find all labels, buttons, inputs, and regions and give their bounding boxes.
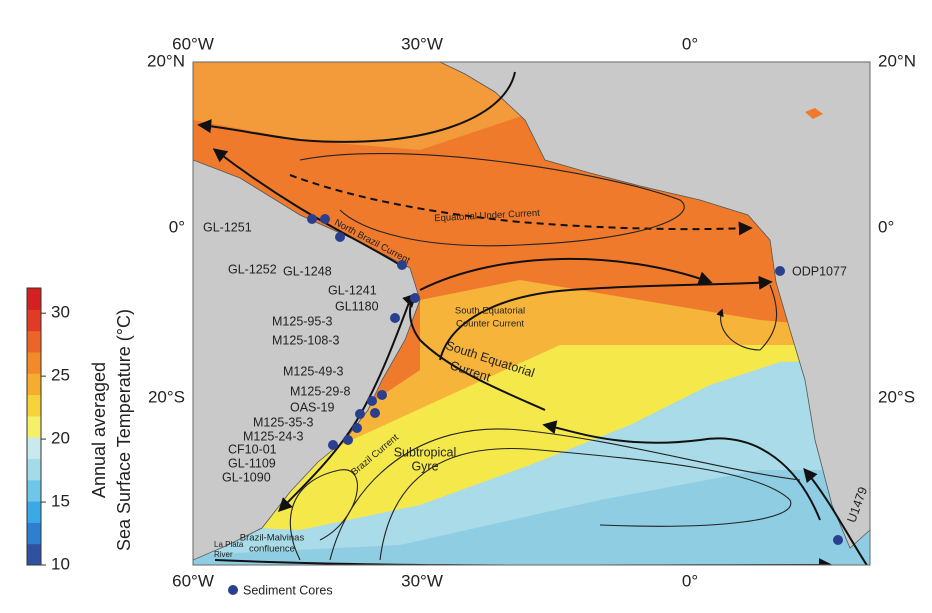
current-label: Brazil-Malvinas (240, 533, 305, 544)
gyre-loop (716, 284, 778, 351)
core-label: GL-1248 (283, 264, 332, 278)
colorbar-segment (27, 288, 41, 310)
core-label: CF10-01 (228, 442, 277, 456)
colorbar-segment (27, 543, 41, 566)
lat-label: 0° (169, 217, 185, 236)
core-label: GL-1251 (203, 220, 252, 234)
core-dot (343, 435, 353, 445)
current-label: Counter Current (456, 319, 524, 330)
ocean-band (193, 62, 560, 150)
lat-label: 20°N (878, 51, 916, 70)
colorbar-segment (27, 522, 41, 545)
colorbar-segment (27, 479, 41, 502)
core-dot (352, 423, 362, 433)
core-dot (410, 293, 420, 303)
colorbar: 10 15 20 25 30 (26, 287, 70, 573)
map-area (193, 62, 870, 565)
lat-label: 0° (878, 217, 894, 236)
colorbar-segment (27, 437, 41, 459)
current-label: River (214, 550, 233, 559)
current-arrow (439, 275, 773, 361)
current-arrow (419, 257, 713, 291)
core-label: M125-95-3 (272, 314, 332, 328)
lon-label: 60°W (172, 571, 214, 590)
core-label: M125-108-3 (272, 333, 339, 347)
lon-label: 30°W (401, 34, 443, 53)
colorbar-segment (27, 394, 41, 417)
core-dot (833, 535, 843, 545)
legend-label: Sediment Cores (243, 583, 333, 597)
core-dot (377, 390, 387, 400)
current-arrow (214, 558, 833, 565)
core-dot (307, 214, 317, 224)
core-label: ODP1077 (792, 264, 847, 278)
core-label: GL1180 (335, 299, 379, 313)
lon-label: 0° (682, 571, 698, 590)
current-arrow (402, 293, 546, 411)
legend-dot (228, 585, 238, 595)
colorbar-tick-label: 10 (51, 554, 70, 573)
core-label: GL-1252 (228, 262, 277, 276)
core-label: GL-1241 (328, 283, 377, 297)
current-label: Subtropical (394, 445, 457, 459)
lon-label: 30°W (401, 571, 443, 590)
core-label: OAS-19 (290, 400, 335, 414)
core-label: GL-1109 (228, 456, 276, 470)
colorbar-frame (26, 287, 42, 566)
colorbar-segment (27, 501, 41, 523)
gyre-loop (329, 428, 801, 561)
current-label: La Plata (214, 540, 244, 549)
core-label: GL-1090 (222, 470, 271, 484)
core-label: M125-35-3 (253, 415, 313, 429)
colorbar-title: Annual averaged (89, 362, 109, 498)
lat-label: 20°S (878, 387, 915, 406)
current-arrow (289, 174, 753, 236)
lat-label: 20°S (148, 387, 185, 406)
core-dot (390, 313, 400, 323)
map-frame (192, 61, 871, 566)
africa (439, 62, 870, 549)
colorbar-segment (27, 351, 41, 374)
core-dot (328, 440, 338, 450)
core-dot (397, 260, 407, 270)
current-arrow (197, 71, 516, 143)
colorbar-tick-label: 20 (51, 429, 70, 448)
colorbar-segment (27, 415, 41, 438)
colorbar-title: Sea Surface Temperature (°C) (114, 309, 134, 551)
colorbar-segment (27, 458, 41, 481)
core-dot (775, 266, 785, 276)
core-dot (370, 408, 380, 418)
colorbar-segment (27, 330, 41, 353)
lake (805, 108, 823, 119)
current-label: South Equatorial (455, 306, 525, 317)
current-label: confluence (249, 544, 295, 555)
core-label: M125-24-3 (243, 429, 303, 443)
current-label: Gyre (411, 459, 438, 473)
colorbar-tick-label: 15 (51, 492, 70, 511)
core-dot (355, 409, 365, 419)
core-dots (307, 214, 843, 545)
colorbar-tick-label: 25 (51, 366, 70, 385)
core-label: M125-29-8 (290, 384, 350, 398)
lat-label: 20°N (147, 51, 185, 70)
lon-label: 60°W (172, 34, 214, 53)
current-arrow (803, 467, 868, 565)
gyre-loop (379, 448, 792, 561)
core-dot (367, 396, 377, 406)
core-dot (320, 214, 330, 224)
colorbar-tick-label: 30 (51, 303, 70, 322)
lon-label: 0° (682, 34, 698, 53)
core-label: M125-49-3 (283, 364, 343, 378)
colorbar-segment (27, 309, 41, 332)
gyre-loop (299, 153, 685, 247)
south-america (193, 159, 421, 561)
colorbar-segment (27, 373, 41, 396)
ocean-band (193, 470, 870, 565)
core-dot (335, 232, 345, 242)
